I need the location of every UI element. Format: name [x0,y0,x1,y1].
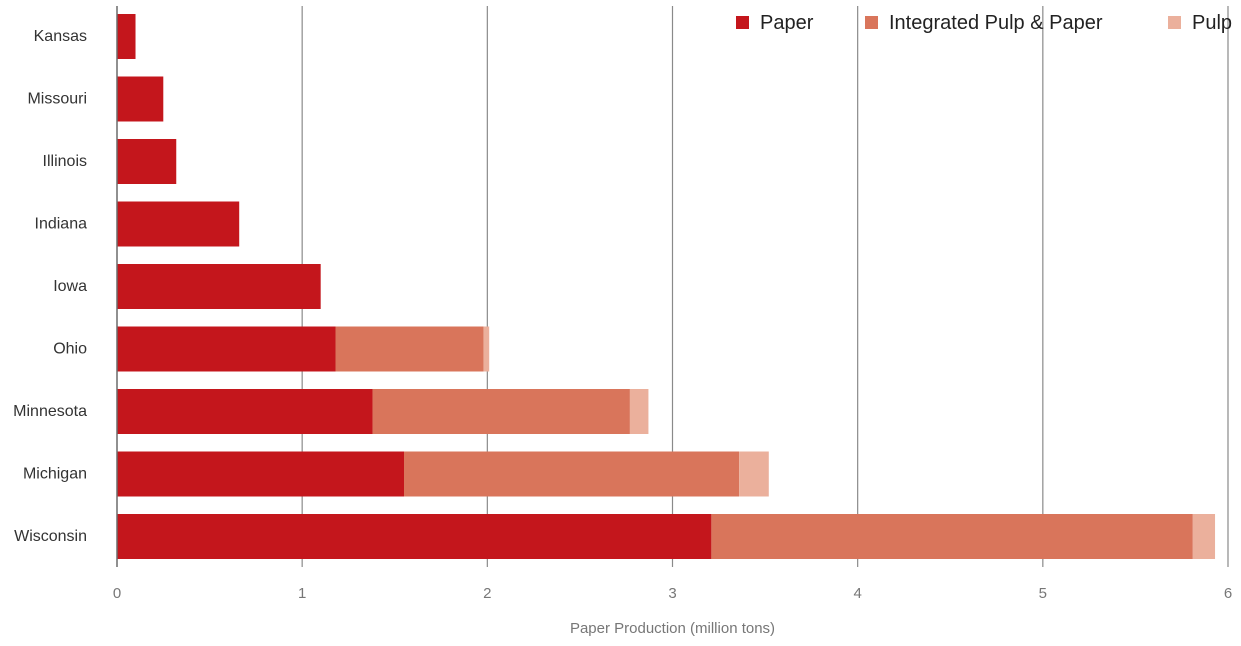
bar-minnesota-paper [117,389,373,434]
category-label-illinois: Illinois [43,153,87,170]
x-tick-label-5: 5 [1039,585,1047,602]
legend: Paper Integrated Pulp & Paper Pulp [736,12,1232,34]
x-tick-label-0: 0 [113,585,121,602]
category-label-kansas: Kansas [34,28,87,45]
bar-wisconsin-pulp [1192,514,1216,559]
bar-ohio-paper [117,326,336,372]
category-label-wisconsin: Wisconsin [14,528,87,545]
bar-michigan-integrated-pulp-paper [404,451,740,497]
category-label-iowa: Iowa [53,278,87,295]
bar-michigan-paper [117,451,405,497]
legend-item-paper: Paper [736,12,814,34]
bars [117,14,1216,559]
legend-item-integrated-pulp-paper: Integrated Pulp & Paper [865,12,1103,34]
x-tick-labels: 0 1 2 3 4 5 6 [113,585,1232,602]
legend-label: Paper [760,12,814,34]
category-label-minnesota: Minnesota [13,403,87,420]
x-tick-label-4: 4 [853,585,861,602]
bar-ohio-integrated-pulp-paper [335,326,484,372]
x-tick-label-1: 1 [298,585,306,602]
bar-indiana-paper [117,201,240,247]
bar-wisconsin-integrated-pulp-paper [711,514,1193,559]
legend-item-pulp: Pulp [1168,12,1232,34]
legend-label: Pulp [1192,12,1232,34]
bar-illinois-paper [117,139,177,184]
legend-swatch [1168,16,1181,29]
category-labels: Kansas Missouri Illinois Indiana Iowa Ohio Min… [13,28,87,545]
bar-kansas-paper [117,14,136,59]
category-label-indiana: Indiana [35,216,88,233]
x-tick-label-3: 3 [668,585,676,602]
bar-missouri-paper [117,76,164,122]
bar-minnesota-pulp [629,389,649,434]
category-label-michigan: Michigan [23,466,87,483]
bar-iowa-paper [117,264,321,309]
bar-michigan-pulp [739,451,769,497]
x-axis-title: Paper Production (million tons) [570,620,775,637]
x-tick-label-2: 2 [483,585,491,602]
legend-swatch [865,16,878,29]
x-tick-label-6: 6 [1224,585,1232,602]
bar-minnesota-integrated-pulp-paper [372,389,630,434]
bar-ohio-pulp [483,326,490,372]
category-label-missouri: Missouri [27,91,87,108]
bar-wisconsin-paper [117,514,712,559]
legend-swatch [736,16,749,29]
legend-label: Integrated Pulp & Paper [889,12,1103,34]
category-label-ohio: Ohio [53,341,87,358]
